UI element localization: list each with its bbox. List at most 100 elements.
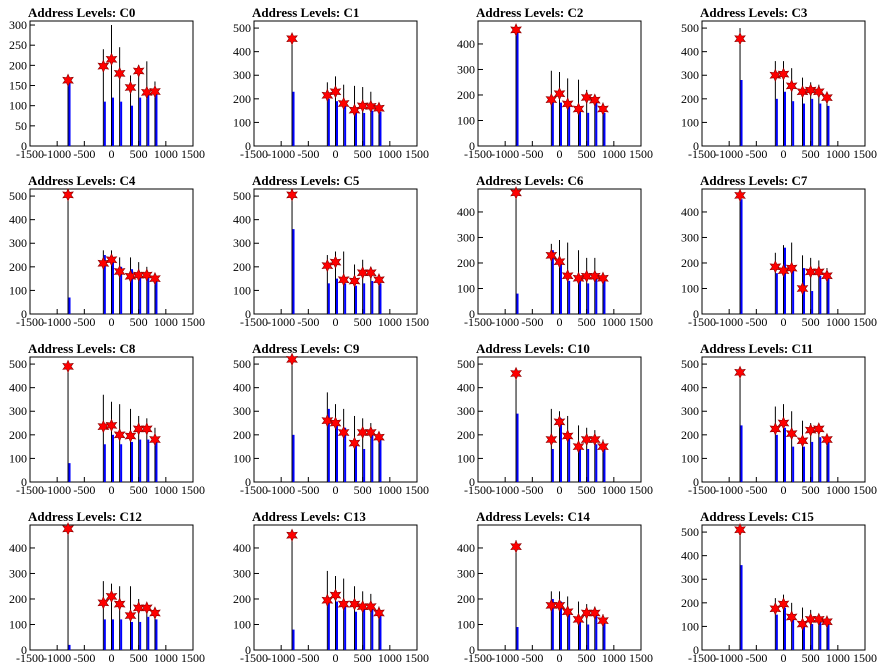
y-tick-label: 500: [233, 357, 251, 371]
x-tick-label: 0: [557, 483, 563, 497]
peak-star-marker: [561, 268, 574, 283]
x-tick-label: -1500: [16, 483, 44, 497]
y-tick-label: 250: [9, 38, 27, 52]
peak-star-marker: [337, 597, 350, 611]
y-tick-label: 300: [681, 68, 699, 82]
peak-star-marker: [821, 614, 833, 629]
x-tick-label: 0: [557, 315, 563, 329]
chart-panel: Address Levels: C15 0 100 200 300 400 500 -1500…: [672, 504, 896, 672]
y-tick-label: 500: [9, 357, 27, 371]
peak-star-marker: [796, 617, 809, 631]
x-tick-label: -500: [297, 147, 319, 161]
peak-star-marker: [356, 99, 369, 113]
chart-panel: Address Levels: C7 0 100 200 300 400 -1500 -100…: [672, 168, 896, 336]
y-tick-label: 300: [9, 566, 27, 580]
chart-title: Address Levels: C1: [252, 5, 359, 20]
peak-star-marker: [62, 73, 74, 88]
x-tick-label: -1500: [464, 651, 492, 665]
y-tick-label: 200: [681, 92, 699, 106]
peak-star-marker: [510, 23, 522, 37]
y-tick-label: 100: [681, 281, 699, 295]
y-tick-label: 400: [457, 381, 475, 395]
x-tick-label: 500: [802, 651, 820, 665]
x-tick-label: 1500: [629, 483, 653, 497]
peak-star-marker: [812, 612, 825, 627]
x-tick-label: 1500: [181, 147, 205, 161]
peak-star-marker: [561, 97, 574, 111]
x-tick-label: 500: [578, 147, 596, 161]
peak-star-marker: [140, 85, 153, 100]
chart-svg: Address Levels: C14 0 100 200 300 400 -1500 -10…: [457, 509, 653, 665]
chart-svg: Address Levels: C13 0 100 200 300 400 -1500 -10…: [233, 509, 429, 665]
y-tick-label: 200: [457, 256, 475, 270]
x-tick-label: -500: [73, 651, 95, 665]
peak-star-marker: [62, 359, 74, 374]
x-tick-label: -1500: [240, 483, 268, 497]
peak-star-marker: [734, 31, 746, 46]
chart-svg: Address Levels: C2 0 100 200 300 400 -1500 -100…: [457, 5, 653, 161]
x-tick-label: 0: [333, 651, 339, 665]
chart-panel: Address Levels: C0 0 50 100 150 200 250 300 -150…: [0, 0, 224, 168]
y-tick-label: 300: [233, 566, 251, 580]
x-tick-label: 0: [781, 483, 787, 497]
x-tick-label: 500: [578, 483, 596, 497]
y-tick-label: 400: [681, 381, 699, 395]
y-tick-label: 200: [233, 592, 251, 606]
peak-star-marker: [553, 415, 566, 429]
peak-star-marker: [321, 88, 334, 103]
peak-star-marker: [329, 588, 342, 602]
chart-title: Address Levels: C14: [476, 509, 590, 524]
y-tick-label: 0: [21, 475, 27, 489]
peak-star-marker: [777, 597, 790, 611]
peak-star-marker: [113, 264, 126, 279]
y-tick-label: 100: [681, 619, 699, 633]
chart-title: Address Levels: C3: [700, 5, 808, 20]
peak-star-marker: [510, 539, 522, 554]
y-tick-label: 0: [21, 643, 27, 657]
y-tick-label: 500: [233, 21, 251, 35]
y-tick-label: 100: [233, 283, 251, 297]
peak-star-marker: [734, 188, 746, 203]
peak-star-marker: [105, 589, 118, 604]
x-tick-label: -1500: [688, 483, 716, 497]
y-tick-label: 200: [9, 592, 27, 606]
x-tick-label: 0: [781, 315, 787, 329]
peak-star-marker: [561, 604, 574, 619]
peak-star-marker: [140, 422, 153, 436]
peak-star-marker: [821, 268, 833, 283]
x-tick-label: -1000: [491, 315, 519, 329]
chart-panel: Address Levels: C8 0 100 200 300 400 500 -1500-…: [0, 336, 224, 504]
peak-star-marker: [777, 416, 790, 430]
chart-svg: Address Levels: C11 0 100 200 300 400 500 -1500…: [681, 341, 877, 497]
peak-star-marker: [545, 598, 558, 613]
x-tick-label: -500: [745, 147, 767, 161]
y-tick-label: 200: [9, 58, 27, 72]
y-tick-label: 400: [9, 213, 27, 227]
x-tick-label: -500: [521, 483, 543, 497]
y-tick-label: 200: [681, 596, 699, 610]
chart-svg: Address Levels: C7 0 100 200 300 400 -1500 -100…: [681, 173, 877, 329]
chart-panel: Address Levels: C14 0 100 200 300 400 -1500 -10…: [448, 504, 672, 672]
x-tick-label: 1500: [853, 147, 877, 161]
x-tick-label: -1500: [16, 315, 44, 329]
x-tick-label: -1500: [16, 651, 44, 665]
x-tick-label: 1000: [602, 147, 626, 161]
peak-star-marker: [356, 265, 369, 280]
peak-star-marker: [140, 268, 153, 282]
chart-title: Address Levels: C9: [252, 341, 360, 356]
chart-title: Address Levels: C8: [28, 341, 136, 356]
y-tick-label: 400: [233, 381, 251, 395]
peak-star-marker: [321, 413, 334, 428]
y-tick-label: 100: [457, 451, 475, 465]
y-tick-label: 300: [233, 68, 251, 82]
x-tick-label: -1000: [43, 483, 71, 497]
peak-star-marker: [329, 255, 342, 269]
y-tick-label: 400: [681, 45, 699, 59]
y-tick-label: 400: [457, 541, 475, 555]
x-tick-label: 0: [109, 483, 115, 497]
peak-star-marker: [348, 436, 361, 450]
chart-panel: Address Levels: C9 0 100 200 300 400 500 -1500-…: [224, 336, 448, 504]
x-tick-label: 0: [557, 651, 563, 665]
x-tick-label: -1500: [688, 651, 716, 665]
